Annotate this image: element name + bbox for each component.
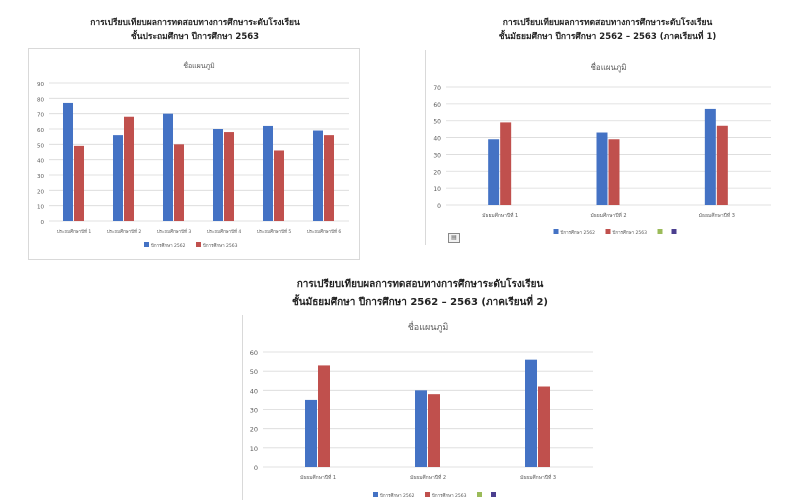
chart2-area[interactable]: ชื่อแผนภูมิ 0 10 20 30 40 50 60 70 มัธยมศึกษาปีที…	[425, 50, 781, 245]
chart1-category-label: ประถมศึกษาปีที่ 3	[157, 228, 192, 235]
chart1-title: ชื่อแผนภูมิ	[183, 61, 215, 70]
chart3-category-label: มัธยมศึกษาปีที่ 3	[520, 474, 556, 481]
chart3-bar	[525, 359, 537, 467]
chart3-bar	[415, 390, 427, 467]
paste-options-icon[interactable]: ▤	[448, 233, 460, 243]
chart1-bar	[263, 125, 273, 221]
chart1-bar	[124, 116, 134, 221]
chart3-svg: ชื่อแผนภูมิ 0 10 20 30 40 50 60 มัธยมศึกษาปีที่ …	[250, 320, 593, 499]
chart1-category-label: ประถมศึกษาปีที่ 4	[207, 228, 242, 235]
chart2-ytick-label: 20	[433, 169, 441, 176]
chart1-category-label: ประถมศึกษาปีที่ 2	[107, 228, 142, 235]
chart3-legend-swatch	[373, 492, 378, 497]
chart1-ytick-label: 60	[37, 128, 44, 134]
chart1-category-label: ประถมศึกษาปีที่ 6	[307, 228, 342, 235]
chart1-legend-label: ปีการศึกษา 2563	[202, 243, 237, 249]
chart2-ytick-label: 10	[433, 186, 441, 193]
chart3-bar	[538, 386, 550, 467]
chart2-bar	[500, 122, 512, 205]
chart3-ytick-label: 30	[250, 407, 258, 415]
chart1-category-label: ประถมศึกษาปีที่ 1	[57, 228, 92, 235]
chart1-heading-line1: การเปรียบเทียบผลการทดสอบทางการศึกษาระดับ…	[90, 18, 300, 28]
chart1-ytick-label: 0	[41, 220, 45, 226]
chart3-bar	[318, 365, 330, 467]
chart2-legend-swatch-extra	[657, 229, 663, 234]
chart1-bar	[313, 130, 323, 221]
chart2-category-label: มัธยมศึกษาปีที่ 2	[590, 212, 626, 219]
chart1-legend-swatch	[196, 242, 201, 247]
chart1-bar	[113, 135, 123, 221]
chart3-heading-line2: ชั้นมัธยมศึกษา ปีการศึกษา 2562 – 2563 (ภ…	[291, 297, 548, 308]
chart1-ytick-label: 90	[37, 82, 44, 88]
chart1-bar	[213, 129, 223, 221]
chart1-heading-line2: ชั้นประถมศึกษา ปีการศึกษา 2563	[130, 32, 260, 42]
chart3-ytick-label: 50	[250, 368, 258, 376]
chart1-ytick-label: 70	[37, 113, 44, 119]
chart3-ytick-label: 20	[250, 426, 258, 434]
chart3-legend-swatch-extra	[491, 492, 496, 497]
chart2-ytick-label: 70	[433, 85, 441, 92]
chart3-ytick-label: 10	[250, 445, 258, 453]
chart1-svg: ชื่อแผนภูมิ 0 10 20 30 40 50 60 70 80 90 ประถมศึกษา…	[37, 61, 349, 249]
chart2-heading-line2: ชั้นมัธยมศึกษา ปีการศึกษา 2562 – 2563 (ภ…	[498, 32, 717, 42]
chart3-legend-label: ปีการศึกษา 2562	[379, 493, 414, 499]
chart1-ytick-label: 10	[37, 205, 44, 211]
chart2-ytick-label: 0	[437, 203, 441, 210]
chart2-legend-swatch-extra	[671, 229, 677, 234]
chart1-ytick-label: 80	[37, 97, 44, 103]
chart1-bar	[63, 102, 73, 221]
chart2-bar	[596, 132, 608, 205]
chart1-ytick-label: 20	[37, 189, 44, 195]
chart2-title: ชื่อแผนภูมิ	[590, 61, 626, 73]
chart1-bar	[274, 150, 284, 221]
chart1-bar	[174, 144, 184, 221]
chart1-ytick-label: 40	[37, 159, 44, 165]
chart3-legend-label: ปีการศึกษา 2563	[431, 493, 466, 499]
chart1-bar	[224, 132, 234, 221]
chart2-ytick-label: 30	[433, 152, 441, 159]
chart1-category-label: ประถมศึกษาปีที่ 5	[257, 228, 292, 235]
chart1-heading: การเปรียบเทียบผลการทดสอบทางการศึกษาระดับ…	[30, 16, 360, 44]
chart2-ytick-label: 50	[433, 119, 441, 126]
chart2-bar	[716, 125, 728, 205]
chart3-area[interactable]: ชื่อแผนภูมิ 0 10 20 30 40 50 60 มัธยมศึกษาปีที่ …	[242, 315, 599, 500]
chart2-bar	[488, 139, 500, 205]
chart2-legend-label: ปีการศึกษา 2562	[560, 230, 595, 236]
chart1-bar	[163, 113, 173, 221]
chart3-heading: การเปรียบเทียบผลการทดสอบทางการศึกษาระดับ…	[240, 276, 600, 312]
chart3-category-label: มัธยมศึกษาปีที่ 2	[410, 474, 446, 481]
chart2-bar	[608, 139, 620, 205]
chart3-ytick-label: 40	[250, 387, 258, 395]
chart2-legend-label: ปีการศึกษา 2563	[612, 230, 647, 236]
chart1-ytick-label: 50	[37, 143, 44, 149]
chart2-category-label: มัธยมศึกษาปีที่ 1	[482, 212, 518, 219]
chart3-title: ชื่อแผนภูมิ	[408, 320, 449, 333]
chart3-legend-swatch-extra	[477, 492, 482, 497]
chart3-bar	[305, 399, 317, 467]
chart2-legend-swatch	[553, 229, 559, 234]
chart3-ytick-label: 0	[254, 464, 258, 472]
chart1-area[interactable]: ชื่อแผนภูมิ 0 10 20 30 40 50 60 70 80 90 ประถมศึกษา…	[28, 48, 360, 260]
chart2-ytick-label: 60	[433, 102, 441, 109]
chart2-legend-swatch	[605, 229, 611, 234]
chart1-bar	[324, 135, 334, 221]
chart1-ytick-label: 30	[37, 174, 44, 180]
chart1-legend-swatch	[144, 242, 149, 247]
chart2-svg: ชื่อแผนภูมิ 0 10 20 30 40 50 60 70 มัธยมศึกษาปีที…	[433, 61, 771, 236]
chart3-ytick-label: 60	[250, 349, 258, 357]
chart1-bar	[74, 145, 84, 221]
chart2-ytick-label: 40	[433, 136, 441, 143]
chart2-heading: การเปรียบเทียบผลการทดสอบทางการศึกษาระดับ…	[425, 16, 790, 44]
chart2-category-label: มัธยมศึกษาปีที่ 3	[699, 212, 735, 219]
chart3-bar	[428, 394, 440, 467]
chart3-legend-swatch	[425, 492, 430, 497]
chart2-heading-line1: การเปรียบเทียบผลการทดสอบทางการศึกษาระดับ…	[502, 18, 713, 28]
chart2-bar	[704, 108, 716, 205]
chart3-category-label: มัธยมศึกษาปีที่ 1	[300, 474, 336, 481]
chart3-heading-line1: การเปรียบเทียบผลการทดสอบทางการศึกษาระดับ…	[296, 279, 544, 290]
chart1-legend-label: ปีการศึกษา 2562	[150, 243, 185, 249]
